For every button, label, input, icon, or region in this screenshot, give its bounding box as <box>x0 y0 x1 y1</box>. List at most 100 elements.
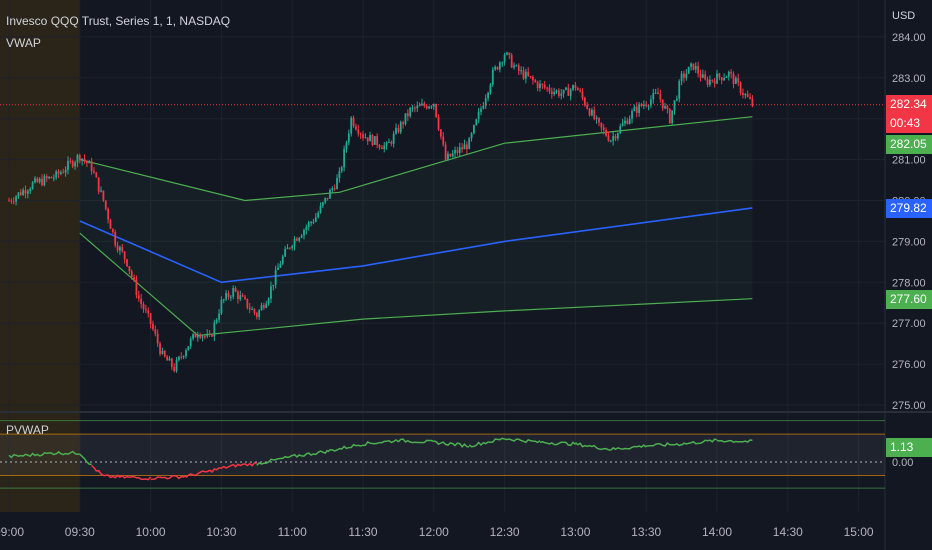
candle-body <box>444 144 447 160</box>
candle-body <box>553 91 556 95</box>
candle-body <box>173 366 176 371</box>
candle-body <box>661 99 664 109</box>
candle-body <box>239 295 242 300</box>
candle-body <box>468 138 471 150</box>
candle-body <box>600 122 603 128</box>
candle-body <box>517 65 520 72</box>
candle-body <box>262 305 265 308</box>
candle-body <box>428 106 430 109</box>
candle-body <box>447 153 449 160</box>
candle-body <box>555 90 558 92</box>
candle-body <box>732 73 735 84</box>
upper-band-line <box>79 116 753 202</box>
pvwap-band <box>0 434 885 476</box>
candle-body <box>355 126 357 130</box>
lower-band-tag: 277.60 <box>886 290 932 309</box>
candle-body <box>130 271 133 278</box>
y-tick-label-4: 279.00 <box>892 236 926 248</box>
candle-body <box>187 346 190 351</box>
pvwap-segment <box>185 469 210 478</box>
candle-body <box>456 150 459 153</box>
candle-body <box>359 133 362 135</box>
candle-body <box>272 284 275 287</box>
candle-body <box>751 98 754 106</box>
candle-body <box>104 200 107 209</box>
candle-body <box>635 106 638 113</box>
pvwap-segment <box>291 449 329 458</box>
candle-body <box>170 358 173 367</box>
candle-body <box>123 251 126 260</box>
candle-body <box>465 144 468 150</box>
countdown-tag: 00:43 <box>886 114 932 133</box>
candle-body <box>74 162 76 167</box>
candle-body <box>595 117 598 119</box>
y-tick-label-6: 281.00 <box>892 155 926 167</box>
candle-body <box>326 197 329 199</box>
candle-body <box>203 336 206 338</box>
candle-body <box>473 125 475 134</box>
candle-body <box>43 176 46 186</box>
candle-body <box>24 190 27 194</box>
candle-body <box>102 190 105 201</box>
candle-body <box>88 161 91 164</box>
candle-body <box>711 79 714 81</box>
candle-body <box>376 136 379 146</box>
x-tick-label-7: 12:30 <box>490 525 520 539</box>
indicator-vwap-label[interactable]: VWAP <box>6 36 41 50</box>
candle-body <box>414 107 416 109</box>
candle-body <box>671 110 674 124</box>
candle-body <box>83 158 86 161</box>
candle-body <box>307 222 310 228</box>
candle-body <box>149 313 152 324</box>
candle-body <box>633 106 636 111</box>
candle-body <box>583 97 586 106</box>
indicator-pvwap-label[interactable]: PVWAP <box>6 423 49 437</box>
candle-body <box>548 87 551 92</box>
candle-body <box>336 177 338 190</box>
candle-body <box>680 73 683 82</box>
pvwap-segment <box>362 438 399 447</box>
candle-body <box>432 103 435 107</box>
candle-body <box>435 103 438 118</box>
symbol-title[interactable]: Invesco QQQ Trust, Series 1, 1, NASDAQ <box>6 14 231 28</box>
x-tick-label-10: 14:00 <box>702 525 732 539</box>
candle-body <box>404 113 407 125</box>
candle-body <box>626 120 629 124</box>
candle-body <box>742 92 744 95</box>
candle-body <box>362 134 364 138</box>
candle-body <box>720 77 723 81</box>
candle-body <box>15 196 17 202</box>
candle-body <box>109 219 112 229</box>
vwap-bands <box>79 116 753 337</box>
candle-body <box>69 160 72 162</box>
candle-body <box>71 161 74 167</box>
candle-body <box>430 106 433 108</box>
candle-body <box>421 103 423 106</box>
candle-body <box>8 200 10 202</box>
y-tick-label-2: 277.00 <box>892 318 926 330</box>
candle-body <box>213 322 216 337</box>
candle-body <box>739 82 742 93</box>
candle-body <box>137 295 140 299</box>
x-tick-label-8: 13:00 <box>560 525 590 539</box>
x-tick-label-3: 10:30 <box>206 525 236 539</box>
candle-body <box>50 176 53 179</box>
candle-body <box>510 54 513 68</box>
candle-body <box>345 142 348 149</box>
candle-body <box>687 66 690 74</box>
candle-body <box>41 178 43 186</box>
pvwap-segment <box>256 454 293 466</box>
candle-body <box>579 90 582 92</box>
candle-body <box>416 105 419 109</box>
candle-body <box>343 148 346 168</box>
candle-body <box>36 178 39 183</box>
candle-body <box>666 106 669 110</box>
candle-body <box>654 92 657 94</box>
candle-body <box>17 192 20 197</box>
vwap-line <box>79 207 753 284</box>
pvwap-segment <box>150 474 187 481</box>
candle-body <box>709 79 711 85</box>
candle-body <box>534 80 537 82</box>
pvwap-segment <box>232 462 257 468</box>
